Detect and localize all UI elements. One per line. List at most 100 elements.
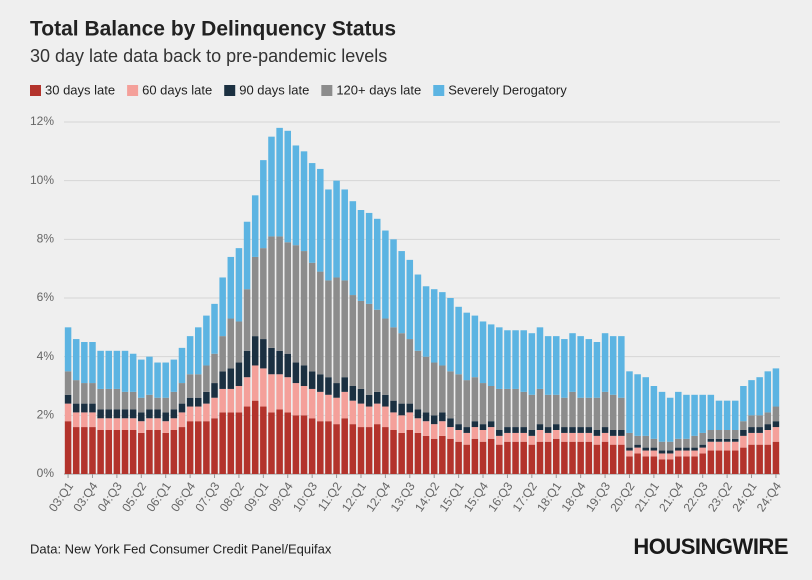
bar-segment — [658, 453, 666, 460]
bar-segment — [129, 353, 137, 392]
bar-segment — [97, 418, 104, 430]
bar-segment — [219, 388, 226, 413]
bar-segment — [715, 450, 723, 474]
bar-segment — [365, 427, 373, 474]
bar-segment — [276, 374, 283, 410]
bar-segment — [569, 391, 576, 428]
bar-segment — [406, 403, 414, 413]
bar-segment — [699, 444, 706, 448]
bar-segment — [97, 388, 104, 410]
bar-segment — [609, 336, 617, 395]
bar-segment — [170, 409, 178, 419]
bar-segment — [561, 432, 568, 442]
bar-segment — [740, 447, 747, 474]
bar-segment — [479, 424, 487, 430]
bar-segment — [683, 447, 690, 451]
bar-segment — [211, 353, 218, 384]
bar-segment — [504, 388, 511, 428]
bar-segment — [129, 409, 137, 419]
bar-segment — [211, 397, 218, 419]
bar-segment — [512, 388, 519, 428]
bar-segment — [170, 430, 178, 474]
bar-segment — [731, 430, 739, 439]
bar-segment — [748, 427, 755, 433]
bar-segment — [447, 371, 454, 419]
bar-segment — [601, 333, 609, 392]
bar-segment — [471, 377, 479, 422]
bar-segment — [504, 330, 511, 389]
bar-segment — [430, 424, 438, 439]
bar-segment — [569, 427, 576, 433]
bar-segment — [609, 430, 617, 436]
x-tick-label: 12:Q4 — [363, 479, 393, 514]
bar-segment — [756, 444, 763, 474]
bar-segment — [349, 424, 357, 474]
bar-segment — [390, 412, 397, 430]
bar-segment — [723, 438, 731, 442]
bar-segment — [512, 441, 519, 474]
bar-segment — [577, 441, 584, 474]
x-tick-label: 17:Q2 — [510, 479, 540, 514]
bar-segment — [284, 242, 292, 354]
x-tick-label: 16:Q3 — [485, 479, 515, 514]
bar-segment — [642, 450, 650, 457]
bar-segment — [683, 438, 690, 448]
bar-segment — [447, 438, 454, 474]
bar-segment — [292, 245, 300, 363]
bar-segment — [683, 394, 690, 439]
bar-segment — [349, 400, 357, 425]
bar-segment — [439, 365, 446, 413]
bar-segment — [496, 327, 503, 389]
bar-segment — [113, 430, 121, 474]
bar-segment — [593, 435, 601, 445]
bar-segment — [430, 362, 438, 416]
bar-segment — [81, 412, 88, 428]
bar-segment — [227, 388, 235, 413]
bar-segment — [129, 391, 137, 410]
bar-segment — [276, 409, 283, 474]
y-tick-label: 8% — [37, 232, 55, 246]
bar-segment — [715, 430, 723, 439]
bar-segment — [414, 432, 422, 474]
bar-segment — [618, 430, 625, 436]
bar-segment — [699, 432, 706, 445]
bar-segment — [593, 397, 601, 430]
x-tick-label: 23:Q2 — [705, 479, 735, 514]
bar-segment — [325, 189, 332, 281]
bar-segment — [455, 430, 462, 442]
bar-segment — [121, 409, 129, 419]
bar-segment — [504, 427, 511, 433]
bar-segment — [642, 435, 650, 448]
x-tick-label: 03:Q1 — [46, 479, 76, 514]
bar-segment — [64, 403, 72, 422]
bar-segment — [251, 365, 259, 401]
bar-segment — [308, 262, 316, 372]
bar-segment — [609, 444, 617, 474]
bar-segment — [430, 415, 438, 425]
bar-segment — [89, 412, 96, 428]
x-tick-label: 18:Q4 — [558, 479, 588, 514]
bar-segment — [422, 421, 430, 436]
bar-segment — [186, 397, 194, 407]
bar-segment — [666, 453, 674, 460]
bar-segment — [211, 418, 218, 474]
bar-segment — [89, 342, 96, 384]
bar-segment — [642, 377, 650, 436]
bar-segment — [439, 412, 446, 422]
bar-segment — [406, 412, 414, 430]
bar-segment — [97, 409, 104, 419]
bar-segment — [219, 371, 226, 389]
chart-title: Total Balance by Delinquency Status — [30, 18, 396, 41]
bar-segment — [569, 333, 576, 392]
bar-segment — [64, 327, 72, 372]
y-tick-label: 12% — [30, 114, 54, 128]
bar-segment — [194, 327, 202, 375]
bar-segment — [162, 362, 169, 398]
bar-segment — [194, 397, 202, 407]
bar-segment — [300, 151, 308, 252]
bar-segment — [194, 421, 202, 474]
x-tick-label: 22:Q3 — [681, 479, 711, 514]
bar-segment — [186, 336, 194, 375]
bar-segment — [585, 339, 593, 398]
bar-segment — [447, 427, 454, 439]
